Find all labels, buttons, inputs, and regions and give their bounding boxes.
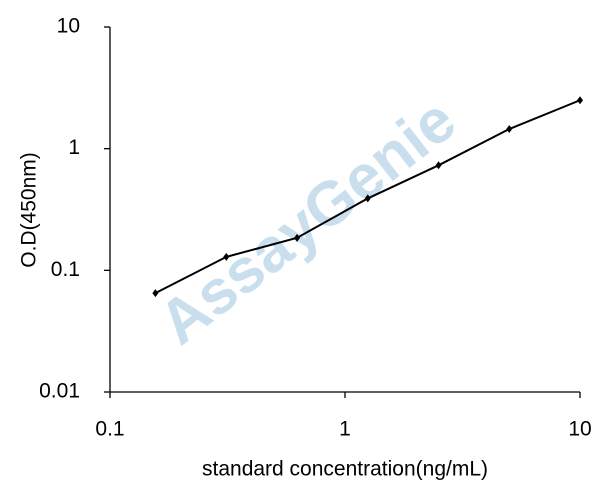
data-point bbox=[506, 125, 513, 134]
x-tick-label: 0.1 bbox=[95, 418, 124, 441]
watermark: AssayGenie bbox=[146, 85, 468, 358]
x-axis-title: standard concentration(ng/mL) bbox=[202, 458, 488, 481]
data-point bbox=[152, 289, 159, 298]
y-axis-title: O.D(450nm) bbox=[18, 152, 41, 268]
data-point bbox=[364, 194, 371, 203]
y-tick-label: 0.01 bbox=[39, 380, 80, 403]
y-tick-label: 10 bbox=[57, 15, 80, 38]
y-tick-label: 1 bbox=[68, 136, 80, 159]
y-tick-label: 0.1 bbox=[51, 258, 80, 281]
x-tick-label: 10 bbox=[568, 418, 591, 441]
data-point bbox=[577, 96, 583, 105]
x-tick-label: 1 bbox=[339, 418, 351, 441]
data-point bbox=[223, 252, 230, 261]
data-point bbox=[435, 161, 442, 170]
data-point bbox=[294, 233, 301, 242]
